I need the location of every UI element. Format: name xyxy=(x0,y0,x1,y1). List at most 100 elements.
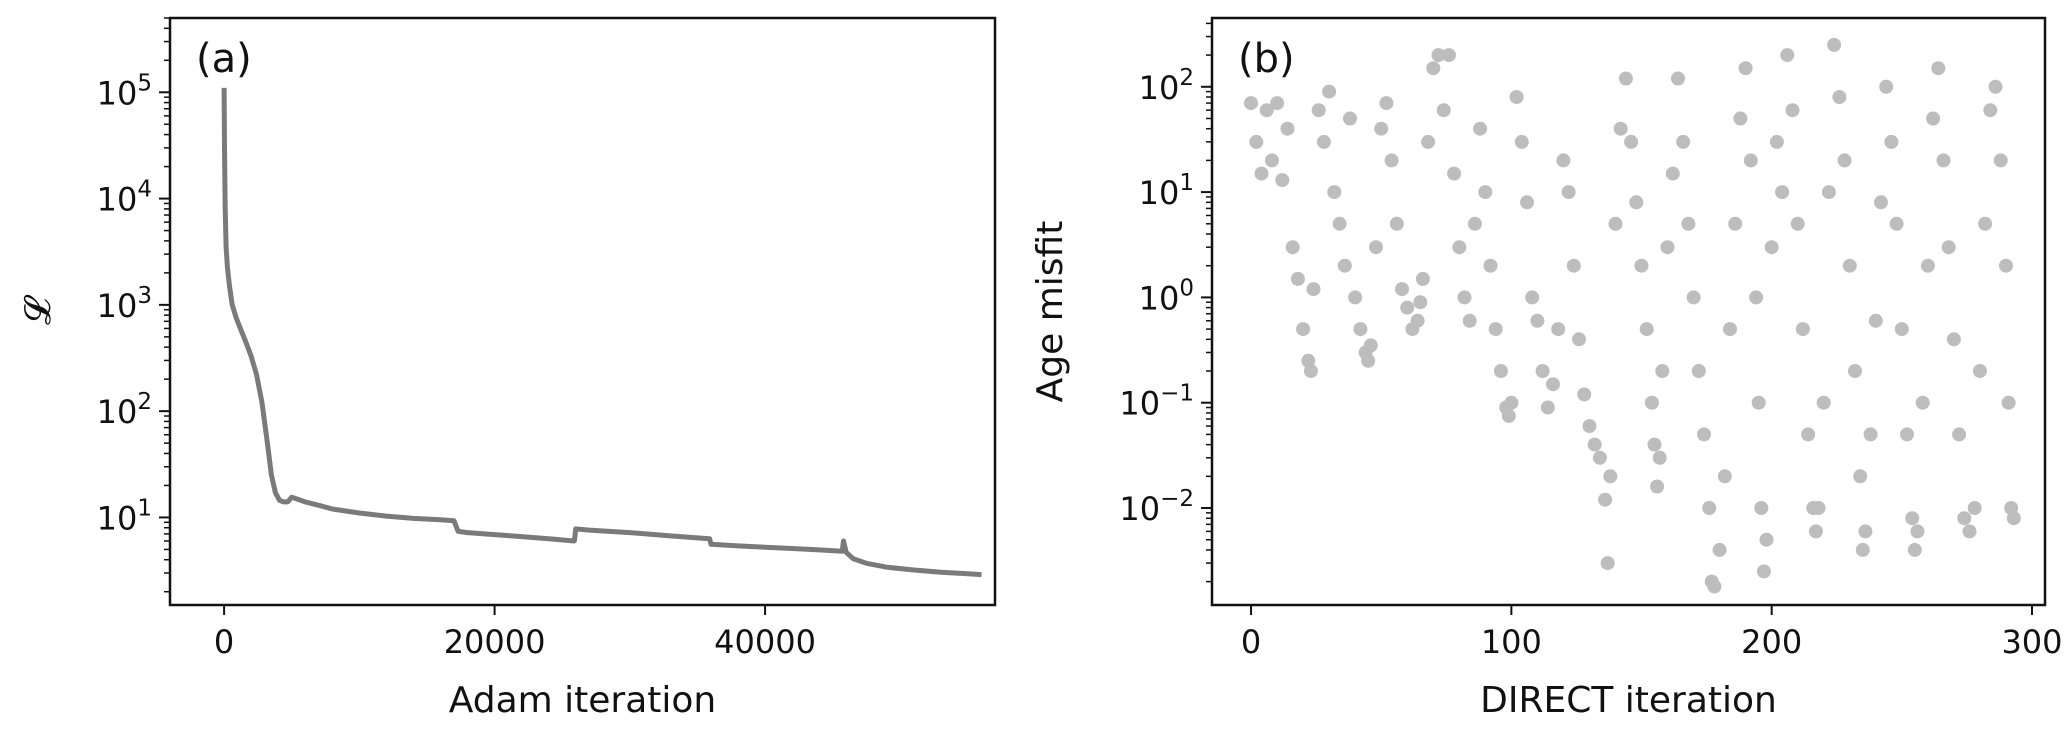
scatter-point xyxy=(1413,295,1428,310)
scatter-point xyxy=(1426,61,1441,76)
scatter-point xyxy=(1249,134,1264,149)
scatter-point xyxy=(1999,258,2013,273)
y-tick-label: 104 xyxy=(97,177,152,219)
x-axis-label: Adam iteration xyxy=(449,680,717,721)
y-tick-label: 102 xyxy=(1139,65,1194,107)
y-tick-label: 10−1 xyxy=(1119,381,1194,423)
y-tick-label: 100 xyxy=(1139,275,1194,317)
axes-frame xyxy=(168,16,997,607)
scatter-point xyxy=(1769,134,1784,149)
scatter-point xyxy=(1801,427,1816,442)
scatter-point xyxy=(1728,216,1743,231)
scatter-point xyxy=(1858,524,1873,539)
scatter-point xyxy=(1946,332,1961,347)
scatter-point xyxy=(1644,395,1659,410)
scatter-point xyxy=(1447,166,1462,181)
scatter-point xyxy=(1879,79,1894,94)
y-tick-label: 103 xyxy=(97,283,152,325)
scatter-point xyxy=(1686,290,1701,305)
x-tick-label: 40000 xyxy=(714,623,816,661)
scatter-point xyxy=(1712,542,1727,557)
scatter-point xyxy=(1436,103,1451,118)
scatter-point xyxy=(1551,322,1566,337)
scatter-point xyxy=(1900,427,1914,442)
scatter-point xyxy=(1962,524,1977,539)
scatter-point xyxy=(1509,90,1524,104)
scatter-point xyxy=(1853,469,1868,484)
scatter-point xyxy=(1647,437,1662,452)
scatter-point xyxy=(1348,290,1363,305)
scatter-point xyxy=(1743,153,1758,168)
scatter-point xyxy=(1884,134,1899,149)
scatter-point xyxy=(1660,240,1675,255)
scatter-point xyxy=(1483,258,1498,273)
scatter-point xyxy=(1525,290,1540,305)
scatter-point xyxy=(1915,395,1930,410)
scatter-point xyxy=(1978,216,1993,231)
scatter-point xyxy=(1717,469,1732,484)
scatter-point xyxy=(1827,37,1842,52)
x-tick-label: 200 xyxy=(1741,623,1802,661)
x-tick-label: 300 xyxy=(2001,623,2062,661)
panel-a-loss-chart: 0 20000 40000 101 102 103 104 105 Adam iteration… xyxy=(18,16,997,721)
scatter-point xyxy=(1889,216,1904,231)
scatter-point xyxy=(1936,153,1951,168)
scatter-point xyxy=(1290,271,1305,286)
scatter-point xyxy=(1988,79,2003,94)
scatter-point xyxy=(1462,313,1477,328)
scatter-point xyxy=(1270,96,1285,111)
scatter-point xyxy=(1756,564,1771,579)
scatter-point xyxy=(1874,195,1888,210)
scatter-point xyxy=(1566,258,1581,273)
scatter-point xyxy=(1723,322,1737,337)
scatter-point xyxy=(1775,185,1790,200)
scatter-point xyxy=(1676,134,1691,149)
scatter-point xyxy=(1415,271,1430,286)
scatter-point xyxy=(1395,282,1409,297)
x-tick-label: 0 xyxy=(214,623,234,661)
scatter-point xyxy=(1920,258,1935,273)
scatter-point xyxy=(1754,501,1769,515)
scatter-point xyxy=(1665,166,1680,181)
scatter-point xyxy=(1374,121,1389,136)
x-tick-label: 0 xyxy=(1241,623,1261,661)
scatter-point xyxy=(1671,71,1685,86)
scatter-point xyxy=(1280,121,1295,136)
scatter-point xyxy=(1952,427,1967,442)
scatter-point xyxy=(1764,240,1779,255)
scatter-point xyxy=(1327,185,1342,200)
scatter-point xyxy=(2006,511,2021,526)
scatter-point xyxy=(1264,153,1279,168)
y-tick-label: 101 xyxy=(1139,170,1194,212)
scatter-point xyxy=(1733,111,1748,126)
series-line-0 xyxy=(221,87,982,578)
scatter-point xyxy=(1993,153,2008,168)
scatter-point xyxy=(1894,322,1909,337)
scatter-point xyxy=(1592,450,1607,465)
y-tick-label: 101 xyxy=(97,495,152,537)
scatter-point xyxy=(1441,48,1456,63)
scatter-point xyxy=(1431,48,1446,63)
scatter-point xyxy=(1473,121,1488,136)
scatter-point xyxy=(1624,134,1639,149)
scatter-point xyxy=(1816,395,1831,410)
scatter-point xyxy=(1691,364,1706,378)
scatter-point xyxy=(1697,427,1711,442)
scatter-point xyxy=(1603,469,1618,484)
scatter-point xyxy=(1520,195,1534,210)
y-axis-label: 𝓛 xyxy=(18,295,59,325)
scatter-point xyxy=(1749,290,1764,305)
y-tick-label: 105 xyxy=(97,70,152,112)
scatter-point xyxy=(1926,111,1941,126)
scatter-point xyxy=(1577,387,1592,402)
scatter-point xyxy=(1587,437,1602,452)
scatter-point xyxy=(1681,216,1696,231)
scatter-point xyxy=(1493,364,1508,378)
scatter-point xyxy=(1582,419,1597,434)
scatter-point xyxy=(1855,542,1870,557)
scatter-point xyxy=(1457,290,1472,305)
scatter-point xyxy=(1707,579,1722,594)
scatter-point xyxy=(1629,195,1644,210)
scatter-point xyxy=(1983,103,1998,118)
panel-label: (b) xyxy=(1238,36,1295,82)
